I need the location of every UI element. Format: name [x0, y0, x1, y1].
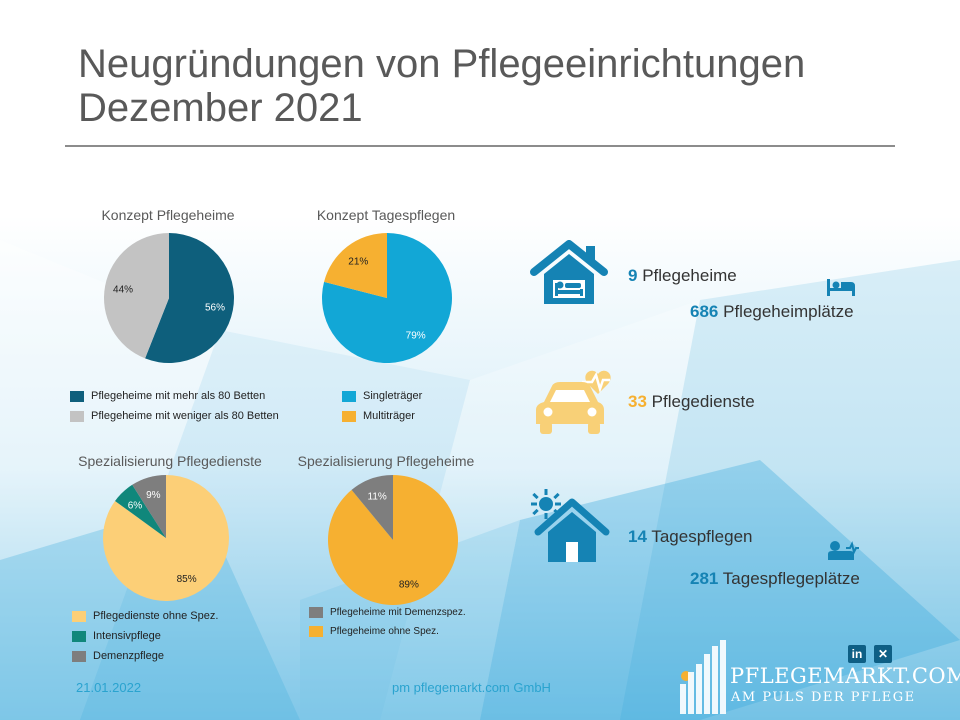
- legend-item: Intensivpflege: [72, 626, 218, 646]
- bed-icon: [827, 279, 855, 296]
- title-divider: [65, 145, 895, 147]
- pie-data-label: 11%: [368, 491, 387, 502]
- pie-chart-pflegeheime-spezialisierung: 89% 11%: [328, 475, 458, 605]
- stat-value: 281: [690, 569, 719, 588]
- legend-label: Pflegeheime mit weniger als 80 Betten: [91, 410, 279, 422]
- brand-tagline: AM PULS DER PFLEGE: [731, 690, 916, 705]
- stat-pflegedienste: 33 Pflegedienste: [628, 392, 755, 412]
- pie-data-label: 6%: [128, 500, 143, 511]
- pie-data-label: 21%: [348, 257, 368, 268]
- chart-4-title: Spezialisierung Pflegeheime: [297, 453, 475, 469]
- brand-logo-bars: [680, 640, 726, 714]
- chart-1-title: Konzept Pflegeheime: [101, 207, 235, 223]
- legend-item: Pflegeheime mit weniger als 80 Betten: [70, 406, 279, 426]
- pie-chart-pflegedienste-spezialisierung: 85% 6%9%: [103, 475, 229, 601]
- stat-pflegeheimplaetze: 686 Pflegeheimplätze: [690, 302, 854, 322]
- legend-swatch: [70, 390, 84, 402]
- pie-data-label: 44%: [113, 285, 133, 296]
- legend-label: Multiträger: [363, 410, 415, 422]
- stat-tagespflegen: 14 Tagespflegen: [628, 527, 752, 547]
- pie-data-label: 56%: [205, 302, 225, 313]
- pie-slice-multiträger: [324, 233, 387, 298]
- legend-swatch: [72, 650, 86, 662]
- footer-date: 21.01.2022: [76, 680, 142, 695]
- stat-value: 9: [628, 266, 638, 285]
- legend-swatch: [72, 630, 86, 642]
- pie-slice-pflegeheime-mit-weniger-als-80-betten: [104, 233, 169, 359]
- stat-label: Tagespflegeplätze: [722, 569, 860, 588]
- stat-value: 686: [690, 302, 719, 321]
- legend-swatch: [72, 610, 86, 622]
- legend-swatch: [70, 410, 84, 422]
- pie-data-label: 9%: [146, 490, 161, 501]
- legend-item: Pflegedienste ohne Spez.: [72, 606, 218, 626]
- legend-chart-4: Pflegeheime mit Demenzspez. Pflegeheime …: [309, 603, 466, 641]
- legend-item: Demenzpflege: [72, 646, 218, 666]
- legend-label: Pflegeheime mit Demenzspez.: [330, 607, 466, 618]
- legend-chart-3: Pflegedienste ohne Spez. Intensivpflege …: [72, 606, 218, 666]
- title-line-2: Dezember 2021: [78, 86, 363, 130]
- page-title: Neugründungen von Pflegeeinrichtungen De…: [78, 42, 805, 130]
- pie-slice-pflegeheime-mit-demenzspez-: [351, 475, 393, 540]
- stat-label: Pflegeheime: [642, 266, 737, 285]
- stat-value: 14: [628, 527, 647, 546]
- legend-chart-2: Singleträger Multiträger: [342, 386, 422, 426]
- legend-label: Demenzpflege: [93, 650, 164, 662]
- legend-label: Intensivpflege: [93, 630, 161, 642]
- stat-pflegeheime: 9 Pflegeheime: [628, 266, 737, 286]
- pie-slice-intensivpflege: [115, 484, 166, 538]
- xing-icon[interactable]: ✕: [874, 645, 892, 663]
- pie-chart-pflegeheime-konzept: 56% 44%: [104, 233, 235, 363]
- stat-value: 33: [628, 392, 647, 411]
- legend-item: Pflegeheime ohne Spez.: [309, 622, 466, 641]
- chart-2-title: Konzept Tagespflegen: [316, 207, 456, 223]
- chart-3-title: Spezialisierung Pflegedienste: [78, 453, 262, 469]
- legend-label: Singleträger: [363, 390, 423, 402]
- house-bed-icon: [530, 240, 608, 304]
- legend-swatch: [342, 390, 356, 402]
- legend-label: Pflegeheime ohne Spez.: [330, 626, 439, 637]
- legend-item: Singleträger: [342, 386, 422, 406]
- stat-label: Pflegeheimplätze: [723, 302, 854, 321]
- legend-label: Pflegeheime mit mehr als 80 Betten: [91, 390, 266, 402]
- car-heartbeat-icon: [536, 370, 611, 434]
- pie-slice-pflegeheime-mit-mehr-als-80-betten: [145, 233, 235, 363]
- legend-label: Pflegedienste ohne Spez.: [93, 610, 219, 622]
- legend-swatch: [342, 410, 356, 422]
- legend-swatch: [309, 607, 323, 618]
- legend-swatch: [309, 626, 323, 637]
- pie-data-label: 89%: [399, 580, 419, 591]
- stat-label: Pflegedienste: [651, 392, 755, 411]
- pie-chart-tagespflegen-konzept: 79% 21%: [322, 233, 452, 363]
- pie-slice-demenzpflege: [132, 475, 166, 538]
- stat-tagespflegeplaetze: 281 Tagespflegeplätze: [690, 569, 860, 589]
- legend-item: Pflegeheime mit mehr als 80 Betten: [70, 386, 279, 406]
- legend-chart-1: Pflegeheime mit mehr als 80 Betten Pfleg…: [70, 386, 279, 426]
- stat-label: Tagespflegen: [651, 527, 753, 546]
- pie-data-label: 85%: [177, 574, 197, 585]
- legend-item: Pflegeheime mit Demenzspez.: [309, 603, 466, 622]
- linkedin-icon[interactable]: in: [848, 645, 866, 663]
- footer-company: pm pflegemarkt.com GmbH: [392, 680, 551, 695]
- pie-data-label: 79%: [406, 330, 426, 341]
- house-sun-icon: [531, 489, 610, 562]
- legend-item: Multiträger: [342, 406, 422, 426]
- title-line-1: Neugründungen von Pflegeeinrichtungen: [78, 42, 806, 86]
- brand-name: PFLEGEMARKT.COM: [730, 664, 960, 688]
- person-lying-icon: [828, 541, 859, 560]
